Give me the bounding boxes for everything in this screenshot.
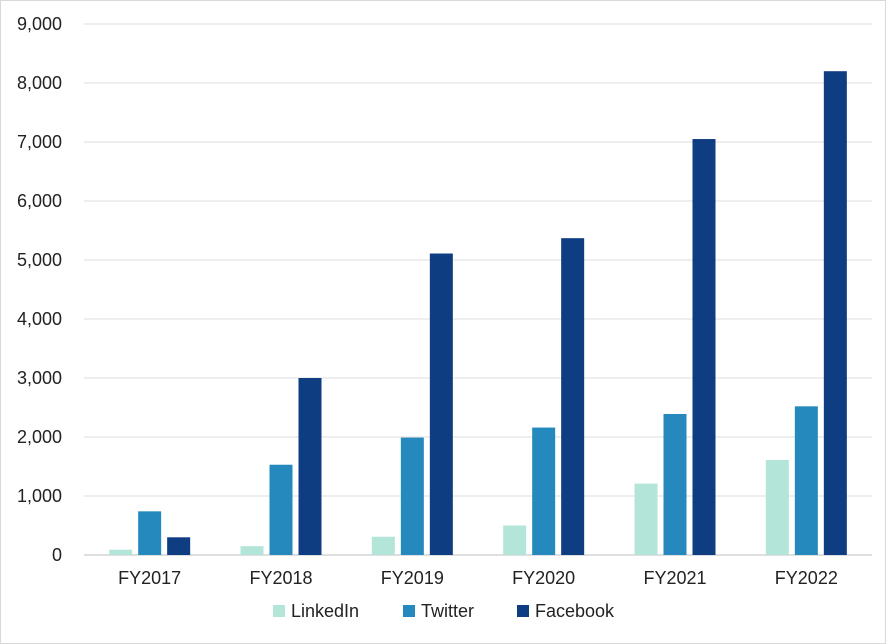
bar-twitter-fy2020 — [532, 427, 556, 555]
bar-twitter-fy2019 — [400, 437, 424, 555]
x-axis: FY2017 FY2018 FY2019 FY2020 FY2021 FY2022 — [118, 568, 838, 588]
bar-facebook-fy2022 — [823, 71, 847, 555]
legend: LinkedIn Twitter Facebook — [273, 601, 615, 621]
bars — [109, 71, 847, 556]
y-tick-label: 7,000 — [17, 132, 62, 152]
x-tick-label: FY2021 — [643, 568, 706, 588]
bar-facebook-fy2019 — [429, 253, 453, 555]
legend-label-facebook: Facebook — [535, 601, 615, 621]
y-tick-label: 8,000 — [17, 73, 62, 93]
y-tick-label: 0 — [52, 545, 62, 565]
y-tick-label: 3,000 — [17, 368, 62, 388]
bar-linkedin-fy2017 — [109, 549, 133, 555]
bar-twitter-fy2018 — [269, 464, 293, 555]
bar-linkedin-fy2021 — [634, 483, 658, 555]
bar-linkedin-fy2018 — [240, 546, 264, 555]
y-tick-label: 9,000 — [17, 14, 62, 34]
legend-swatch-facebook — [517, 605, 529, 617]
y-tick-label: 2,000 — [17, 427, 62, 447]
x-tick-label: FY2022 — [775, 568, 838, 588]
bar-facebook-fy2020 — [561, 238, 585, 556]
y-axis: 0 1,000 2,000 3,000 4,000 5,000 6,000 7,000 8,00… — [17, 14, 62, 565]
bar-twitter-fy2021 — [663, 413, 687, 555]
y-tick-label: 5,000 — [17, 250, 62, 270]
gridlines — [84, 23, 872, 556]
bar-twitter-fy2022 — [794, 406, 818, 555]
bar-linkedin-fy2020 — [503, 525, 527, 555]
bar-linkedin-fy2022 — [765, 460, 789, 555]
y-tick-label: 4,000 — [17, 309, 62, 329]
x-tick-label: FY2017 — [118, 568, 181, 588]
legend-label-linkedin: LinkedIn — [291, 601, 359, 621]
legend-swatch-twitter — [403, 605, 415, 617]
bar-facebook-fy2018 — [298, 378, 322, 555]
bar-facebook-fy2021 — [692, 139, 716, 556]
bar-facebook-fy2017 — [167, 537, 191, 555]
bar-linkedin-fy2019 — [371, 536, 395, 555]
x-tick-label: FY2018 — [249, 568, 312, 588]
bar-twitter-fy2017 — [138, 511, 162, 555]
x-tick-label: FY2019 — [381, 568, 444, 588]
y-tick-label: 1,000 — [17, 486, 62, 506]
legend-swatch-linkedin — [273, 605, 285, 617]
x-tick-label: FY2020 — [512, 568, 575, 588]
legend-label-twitter: Twitter — [421, 601, 474, 621]
y-tick-label: 6,000 — [17, 191, 62, 211]
